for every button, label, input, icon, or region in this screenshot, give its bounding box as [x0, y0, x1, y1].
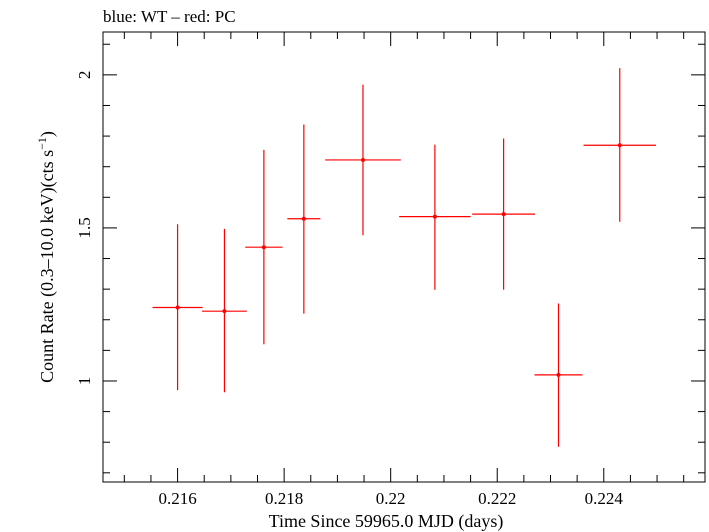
data-point: [583, 68, 656, 222]
data-point: [245, 149, 283, 345]
y-axis-label-superscript: −1: [35, 137, 49, 150]
y-axis-tick-labels: 11.52: [75, 71, 94, 386]
point-marker: [175, 305, 180, 310]
data-points: [152, 68, 656, 447]
y-axis-label: Count Rate (0.3–10.0 keV)(cts s−1): [35, 131, 58, 383]
x-tick-label: 0.216: [158, 489, 196, 508]
data-point: [152, 224, 203, 391]
plot-frame: [102, 31, 706, 483]
point-marker: [617, 143, 622, 148]
data-point: [202, 228, 247, 393]
x-tick-label: 0.224: [585, 489, 624, 508]
data-point: [325, 84, 401, 236]
point-marker: [261, 245, 266, 250]
point-marker: [432, 214, 437, 219]
data-point: [287, 124, 321, 314]
x-axis-tick-labels: 0.216 0.218 0.22 0.222 0.224: [158, 489, 623, 508]
x-axis-ticks: [123, 32, 685, 482]
y-tick-label: 1.5: [75, 217, 94, 238]
x-tick-label: 0.222: [478, 489, 516, 508]
chart-title: blue: WT – red: PC: [103, 7, 236, 26]
data-point: [534, 303, 583, 447]
x-axis-label: Time Since 59965.0 MJD (days): [269, 511, 504, 532]
y-axis-label-end: ): [37, 131, 58, 137]
y-axis-ticks: [103, 43, 705, 474]
x-tick-label: 0.218: [265, 489, 303, 508]
data-point: [472, 138, 536, 290]
point-marker: [360, 157, 365, 162]
point-marker: [556, 372, 561, 377]
x-tick-label: 0.22: [376, 489, 406, 508]
y-tick-label: 1: [75, 377, 94, 386]
data-point: [399, 144, 471, 290]
y-axis-label-main: Count Rate (0.3–10.0 keV)(cts s: [37, 150, 58, 383]
y-tick-label: 2: [75, 71, 94, 80]
point-marker: [222, 309, 227, 314]
point-marker: [301, 216, 306, 221]
point-marker: [501, 212, 506, 217]
